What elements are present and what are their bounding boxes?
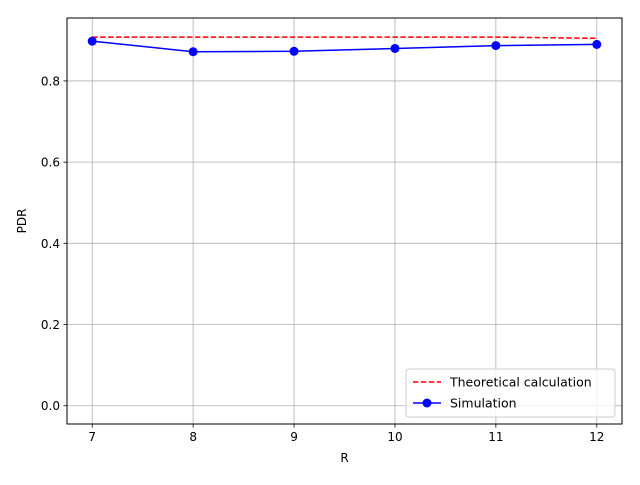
simulation-point	[188, 47, 198, 57]
y-tick-label: 0.8	[41, 74, 60, 88]
simulation-point	[592, 39, 602, 49]
y-tick-label: 0.6	[41, 156, 60, 170]
x-tick-label: 10	[387, 430, 402, 444]
theoretical-calculation-line	[92, 36, 597, 40]
simulation-point	[491, 41, 501, 51]
axes-frame	[66, 17, 623, 425]
y-tick-label: 0.2	[41, 318, 60, 332]
x-tick-label: 7	[88, 430, 96, 444]
legend-label-simulation: Simulation	[450, 396, 517, 411]
x-axis-label: R	[340, 451, 348, 465]
x-tick-label: 8	[189, 430, 197, 444]
grid-lines	[67, 18, 622, 424]
legend-box	[405, 368, 616, 418]
simulation-point	[289, 46, 299, 56]
y-tick-label: 0.4	[41, 237, 60, 251]
tick-layer: 7 8 9 10 11 12 0.0 0.2 0.4 0.6 0.8	[41, 74, 605, 444]
legend-label-theoretical-calculation: Theoretical calculation	[449, 375, 592, 390]
x-tick-label: 9	[290, 430, 298, 444]
simulation-point	[390, 43, 400, 53]
simulation-point	[87, 36, 97, 46]
x-tick-label: 11	[488, 430, 503, 444]
x-tick-label: 12	[589, 430, 604, 444]
simulation-line	[92, 40, 597, 53]
legend: Theoretical calculation Simulation	[405, 368, 616, 418]
series-layer	[87, 36, 602, 57]
y-tick-label: 0.0	[41, 399, 60, 413]
simulation-legend-marker	[422, 398, 432, 408]
y-axis-label: PDR	[15, 209, 29, 234]
